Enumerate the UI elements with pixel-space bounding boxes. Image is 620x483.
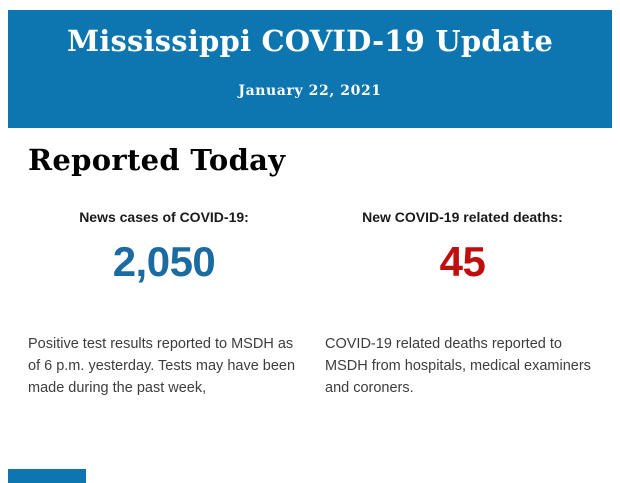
- paragraph-line: made during the past week,: [28, 380, 207, 397]
- new-deaths-value: 45: [439, 238, 486, 286]
- header-band: Mississippi COVID-19 Update January 22, …: [8, 10, 612, 128]
- newsletter-title: Mississippi COVID-19 Update: [66, 24, 554, 58]
- newsletter-date: January 22, 2021: [238, 83, 382, 100]
- new-cases-value: 2,050: [112, 238, 216, 286]
- paragraph-line: Positive test results reported to MSDH a…: [28, 336, 294, 353]
- paragraph-line: MSDH from hospitals, medical examiners: [325, 358, 591, 375]
- new-cases-label: News cases of COVID-19:: [79, 209, 249, 226]
- paragraph-line: COVID-19 related deaths reported to: [325, 336, 562, 353]
- stat-new-cases: News cases of COVID-19: 2,050: [28, 209, 300, 284]
- reported-today-section: Reported Today News cases of COVID-19: 2…: [28, 142, 600, 399]
- descriptions-row: Positive test results reported to MSDH a…: [28, 333, 600, 399]
- new-cases-description: Positive test results reported to MSDH a…: [28, 333, 300, 399]
- paragraph-line: and coroners.: [325, 380, 414, 397]
- new-deaths-label: New COVID-19 related deaths:: [362, 209, 563, 226]
- stats-row: News cases of COVID-19: 2,050 New COVID-…: [28, 209, 600, 284]
- new-deaths-description: COVID-19 related deaths reported to MSDH…: [325, 333, 600, 399]
- paragraph-line: of 6 p.m. yesterday. Tests may have been: [28, 358, 296, 375]
- footer-band-edge: [8, 469, 86, 483]
- stat-new-deaths: New COVID-19 related deaths: 45: [325, 209, 600, 284]
- section-title: Reported Today: [28, 143, 286, 177]
